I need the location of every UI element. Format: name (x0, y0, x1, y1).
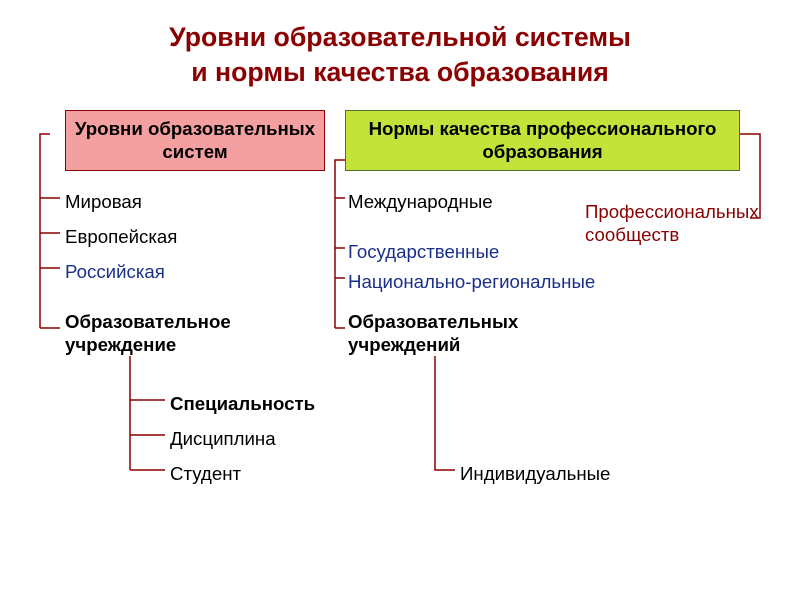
norm-international: Международные (348, 190, 493, 213)
level-institution-l2: учреждение (65, 334, 176, 355)
norm-regional: Национально-региональные (348, 270, 595, 293)
norm-prof-l1: Профессиональных (585, 201, 759, 222)
sub-student: Студент (170, 462, 241, 485)
level-europe: Европейская (65, 225, 177, 248)
norm-prof-l2: сообществ (585, 224, 679, 245)
norm-individual: Индивидуальные (460, 462, 610, 485)
header-left-line2: систем (162, 141, 227, 162)
sub-specialty: Специальность (170, 392, 315, 415)
level-world: Мировая (65, 190, 142, 213)
header-right-line1: Нормы качества профессионального (369, 118, 717, 139)
norm-institutions: Образовательных учреждений (348, 310, 518, 357)
header-box-norms: Нормы качества профессионального образов… (345, 110, 740, 171)
norm-institutions-l2: учреждений (348, 334, 460, 355)
header-left-line1: Уровни образовательных (75, 118, 315, 139)
header-right-line2: образования (482, 141, 602, 162)
norm-prof-communities: Профессиональных сообществ (585, 200, 759, 247)
connector-lines (0, 0, 800, 600)
header-box-levels: Уровни образовательных систем (65, 110, 325, 171)
title-line-1: Уровни образовательной системы (169, 22, 631, 52)
level-institution: Образовательное учреждение (65, 310, 231, 357)
page-title: Уровни образовательной системы и нормы к… (0, 20, 800, 89)
level-institution-l1: Образовательное (65, 311, 231, 332)
level-russia: Российская (65, 260, 165, 283)
norm-state: Государственные (348, 240, 499, 263)
title-line-2: и нормы качества образования (191, 57, 609, 87)
sub-discipline: Дисциплина (170, 427, 276, 450)
norm-institutions-l1: Образовательных (348, 311, 518, 332)
